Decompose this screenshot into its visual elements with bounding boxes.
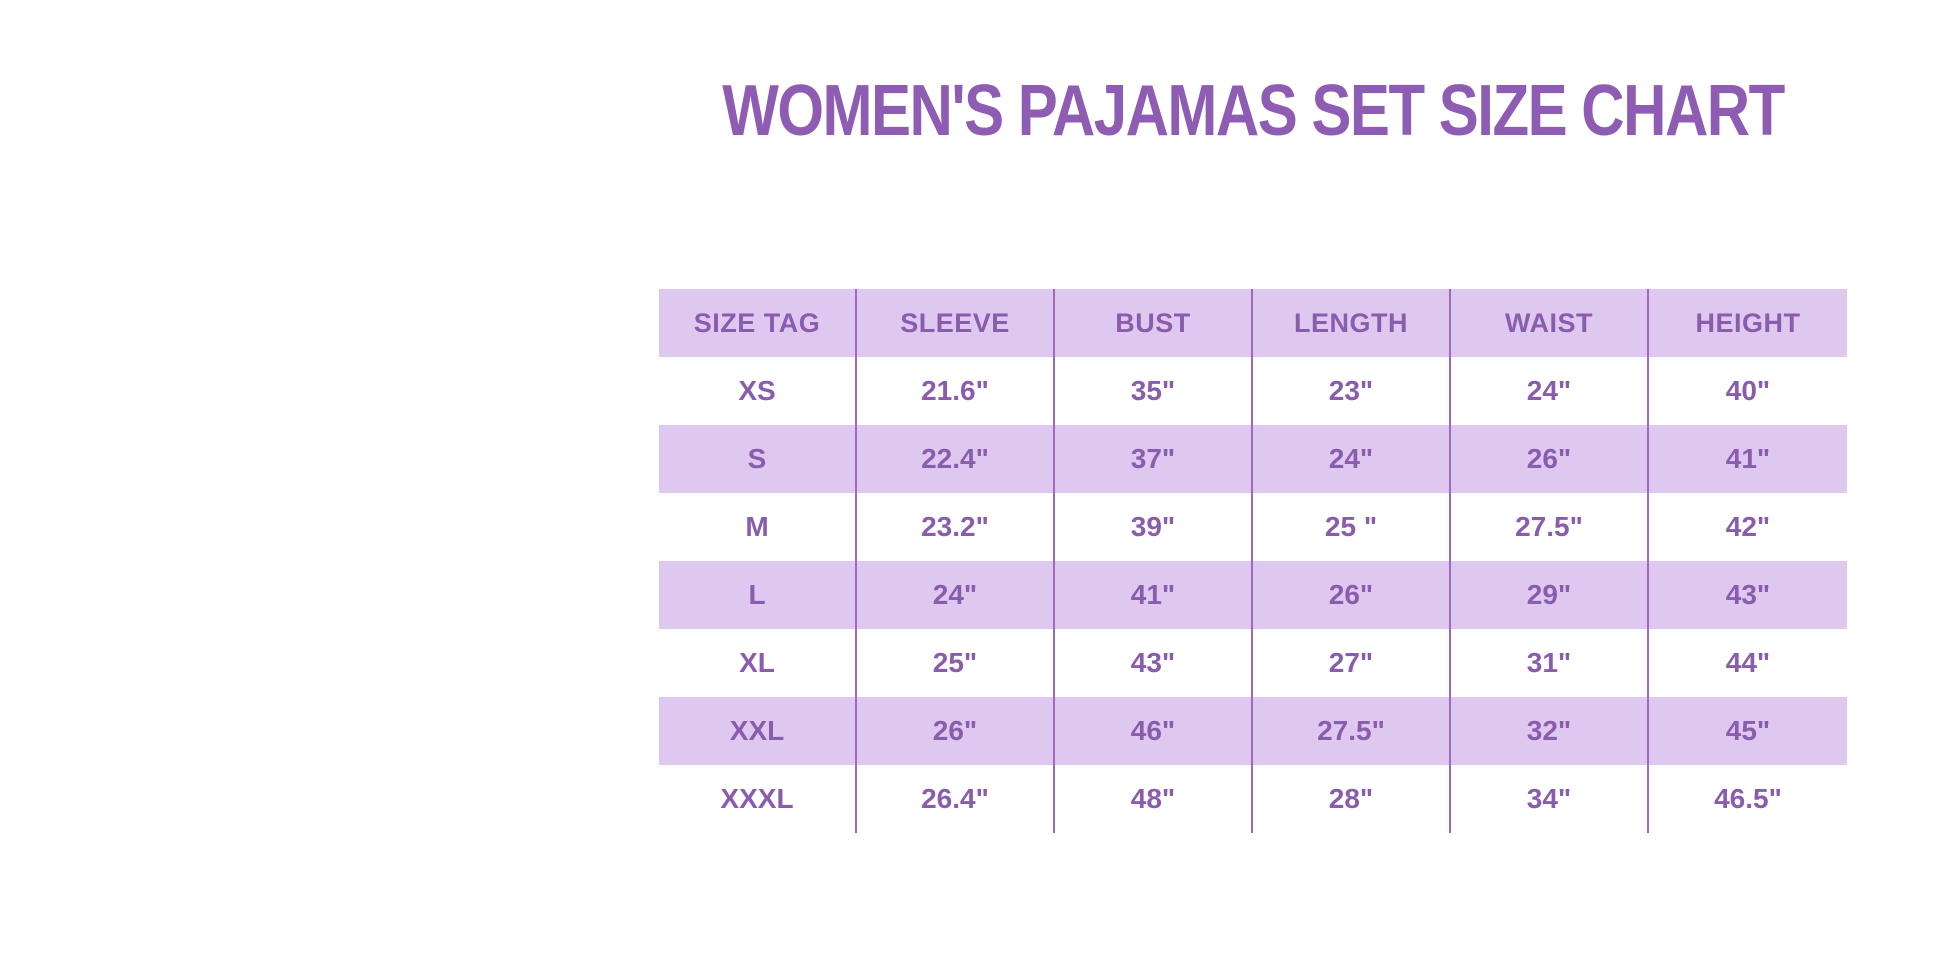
table-header-row: SIZE TAG SLEEVE BUST LENGTH WAIST HEIGHT [659, 289, 1847, 357]
table-cell: 26" [857, 697, 1055, 765]
table-cell: 24" [1253, 425, 1451, 493]
table-cell: 41" [1055, 561, 1253, 629]
table-row-m: M 23.2" 39" 25 " 27.5" 42" [659, 493, 1847, 561]
table-cell: 43" [1725, 579, 1771, 610]
table-row-xxxl: XXXL 26.4" 48" 28" 34" 46.5" [659, 765, 1847, 833]
table-header-cell-size-tag: SIZE TAG [659, 289, 857, 357]
table-cell: 31" [1451, 629, 1649, 697]
table-cell: 35" [1055, 357, 1253, 425]
table-row-xxl: XXL 26" 46" 27.5" 32" 45" [659, 697, 1847, 765]
page-title: WOMEN'S PAJAMAS SET SIZE CHART [722, 69, 1785, 151]
table-cell: 41" [1725, 443, 1771, 474]
table-cell: 28" [1253, 765, 1451, 833]
table-cell: 21.6" [857, 357, 1055, 425]
table-cell: 32" [1451, 697, 1649, 765]
table-cell: 29" [1451, 561, 1649, 629]
table-cell: 23.2" [857, 493, 1055, 561]
table-header-cell-height: HEIGHT [1695, 307, 1801, 338]
table-cell: 27" [1253, 629, 1451, 697]
table-cell: 37" [1055, 425, 1253, 493]
table-cell: 43" [1055, 629, 1253, 697]
table-cell: 40" [1725, 375, 1771, 406]
table-row-s: S 22.4" 37" 24" 26" 41" [659, 425, 1847, 493]
size-tag-cell: S [659, 425, 857, 493]
table-cell: 25" [857, 629, 1055, 697]
size-tag-cell: M [659, 493, 857, 561]
size-tag-cell: L [659, 561, 857, 629]
table-cell: 34" [1451, 765, 1649, 833]
table-cell: 26" [1451, 425, 1649, 493]
size-chart-table: SIZE TAG SLEEVE BUST LENGTH WAIST HEIGHT… [659, 289, 1847, 833]
table-row-xs: XS 21.6" 35" 23" 24" 40" [659, 357, 1847, 425]
table-cell: 48" [1055, 765, 1253, 833]
table-header-cell-waist: WAIST [1451, 289, 1649, 357]
table-header-cell-sleeve: SLEEVE [857, 289, 1055, 357]
table-header-cell-bust: BUST [1055, 289, 1253, 357]
table-cell: 26.4" [857, 765, 1055, 833]
table-cell: 27.5" [1451, 493, 1649, 561]
size-tag-cell: XS [659, 357, 857, 425]
size-tag-cell: XXXL [659, 765, 857, 833]
table-cell: 44" [1725, 647, 1771, 678]
table-cell: 24" [1451, 357, 1649, 425]
table-cell: 42" [1725, 511, 1771, 542]
table-cell: 23" [1253, 357, 1451, 425]
table-cell: 22.4" [857, 425, 1055, 493]
table-cell: 24" [857, 561, 1055, 629]
table-cell: 45" [1725, 715, 1771, 746]
size-tag-cell: XXL [659, 697, 857, 765]
table-row-l: L 24" 41" 26" 29" 43" [659, 561, 1847, 629]
table-row-xl: XL 25" 43" 27" 31" 44" [659, 629, 1847, 697]
table-cell: 26" [1253, 561, 1451, 629]
table-cell: 46" [1055, 697, 1253, 765]
table-cell: 27.5" [1253, 697, 1451, 765]
table-cell: 25 " [1253, 493, 1451, 561]
table-cell: 39" [1055, 493, 1253, 561]
size-tag-cell: XL [659, 629, 857, 697]
table-cell: 46.5" [1714, 783, 1782, 814]
table-header-cell-length: LENGTH [1253, 289, 1451, 357]
